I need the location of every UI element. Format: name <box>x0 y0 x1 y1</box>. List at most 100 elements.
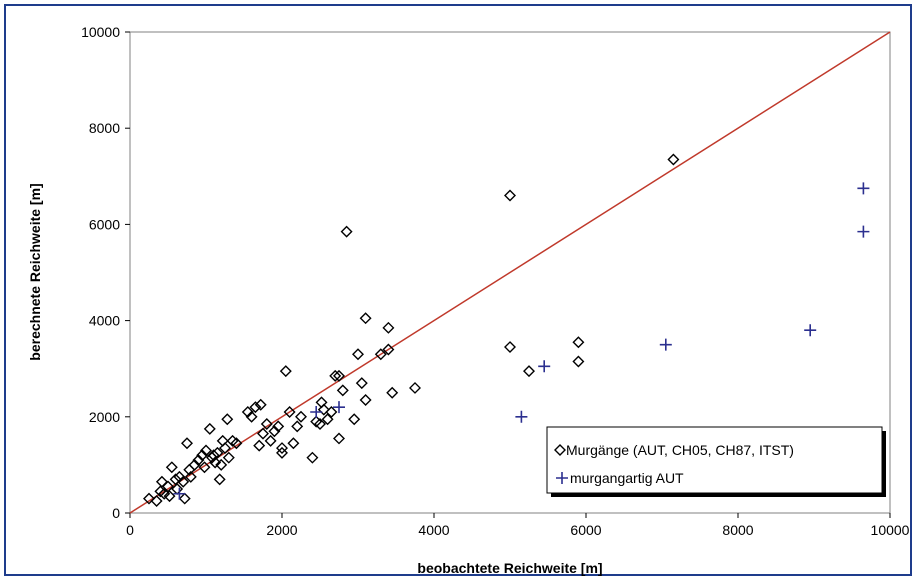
diamond-point <box>382 321 395 334</box>
x-tick-label: 4000 <box>418 522 449 538</box>
x-tick-label: 0 <box>126 522 134 538</box>
diamond-point <box>158 487 171 500</box>
diamond-point <box>386 386 399 399</box>
diamond-point <box>276 442 288 455</box>
diamond-point <box>173 470 186 483</box>
diamond-point <box>283 406 296 418</box>
diamond-point <box>325 406 338 418</box>
plus-point <box>857 182 870 195</box>
identity-line <box>129 31 891 514</box>
x-tick-label: 6000 <box>570 522 601 538</box>
diamond-point <box>321 413 334 426</box>
y-axis-label: berechnete Reichweite [m] <box>27 183 43 360</box>
diamond-point <box>340 225 353 238</box>
diamond-point <box>667 153 680 166</box>
plus-point <box>659 338 672 351</box>
legend-plus <box>556 472 568 484</box>
diamond-point <box>177 475 190 488</box>
diamond-point <box>572 336 585 349</box>
diamond-point <box>196 449 209 462</box>
diamond-point <box>333 432 345 445</box>
diamond-point <box>222 451 235 464</box>
diamond-point <box>230 437 243 450</box>
diamond-point <box>336 384 349 397</box>
diamond-point <box>359 393 372 406</box>
plus-point <box>538 360 551 373</box>
x-tick-label: 2000 <box>266 522 297 538</box>
plus-point <box>310 405 323 418</box>
diamond-point <box>181 437 193 450</box>
diamond-point <box>253 439 266 452</box>
y-tick-label: 8000 <box>89 120 120 136</box>
diamond-point <box>219 442 231 455</box>
diamond-point <box>359 312 372 325</box>
diamond-point <box>355 377 368 390</box>
data-points <box>143 153 870 507</box>
legend-diamond-marker <box>554 444 566 456</box>
plus-point <box>173 487 186 500</box>
diamond-point <box>209 456 222 469</box>
diamond-point <box>348 413 361 426</box>
y-tick-label: 2000 <box>89 409 120 425</box>
diamond-point <box>291 420 304 433</box>
diamond-point <box>314 418 326 431</box>
diamond-point <box>572 355 585 368</box>
x-tick-label: 8000 <box>722 522 753 538</box>
diamond-point <box>409 381 421 394</box>
diamond-point <box>188 458 201 471</box>
legend: Murgänge (AUT, CH05, CH87, ITST) murgang… <box>546 426 886 497</box>
diamond-point <box>317 403 330 416</box>
diamond-point <box>184 470 197 483</box>
plus-point <box>804 324 817 337</box>
y-tick-label: 6000 <box>89 216 120 232</box>
diamond-point <box>203 422 216 435</box>
diamond-point <box>333 369 345 382</box>
plus-point <box>515 410 528 423</box>
diamond-point <box>249 401 262 414</box>
diamond-point <box>523 365 535 378</box>
x-tick-label: 10000 <box>871 522 910 538</box>
diamond-point <box>207 449 220 462</box>
diamond-point <box>162 480 174 493</box>
diamond-point <box>169 473 182 486</box>
y-tick-label: 10000 <box>81 24 120 40</box>
diamond-point <box>215 458 228 471</box>
diamond-point <box>295 410 307 423</box>
diamond-point <box>329 369 342 382</box>
x-axis: 0 2000 4000 6000 8000 10000 <box>126 513 910 538</box>
diamond-point <box>382 343 395 356</box>
diamond-point <box>150 494 163 507</box>
diamond-point <box>279 365 292 378</box>
diamond-point <box>192 454 205 467</box>
legend-entry-murgaenge: Murgänge (AUT, CH05, CH87, ITST) <box>566 442 794 458</box>
diamond-point <box>198 461 211 474</box>
diamond-point <box>178 492 191 505</box>
diamond-point <box>200 444 212 457</box>
y-axis: 0 2000 4000 6000 8000 10000 <box>81 24 130 521</box>
diamond-point <box>241 406 254 418</box>
plus-point <box>333 401 345 414</box>
diamond-point <box>276 446 288 459</box>
diamond-point <box>260 418 273 431</box>
x-axis-label: beobachtete Reichweite [m] <box>417 560 602 576</box>
diamond-point <box>163 490 176 503</box>
diamond-point <box>211 446 224 459</box>
diamond-point <box>143 492 155 505</box>
diamond-point <box>155 475 168 488</box>
diamond-point <box>165 461 178 474</box>
diamond-point <box>254 398 267 411</box>
diamond-point <box>287 437 300 450</box>
plus-point <box>857 225 870 238</box>
diamond-point <box>221 413 234 426</box>
diamond-point <box>257 427 269 440</box>
y-tick-label: 0 <box>112 505 120 521</box>
diamond-point <box>504 341 516 354</box>
diamond-point <box>352 348 364 361</box>
legend-diamond <box>554 444 566 456</box>
legend-entry-murgangartig: murgangartig AUT <box>570 470 684 486</box>
diamond-point <box>272 420 285 433</box>
diamond-point <box>504 189 516 202</box>
diamond-point <box>245 410 258 423</box>
diamond-point <box>213 473 226 486</box>
